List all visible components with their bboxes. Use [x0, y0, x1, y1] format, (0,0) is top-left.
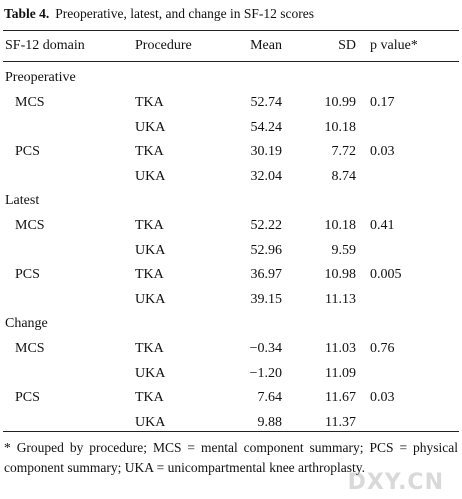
mean-cell: 30.19 — [250, 144, 283, 159]
sd-cell: 7.72 — [331, 144, 357, 159]
sd-cell: 11.03 — [325, 341, 356, 356]
sd-cell: 10.99 — [324, 95, 357, 110]
column-header: Mean — [250, 38, 282, 53]
column-header: SF-12 domain — [5, 38, 85, 53]
sd-cell: 10.98 — [324, 267, 357, 282]
domain-cell: MCS — [15, 95, 45, 110]
procedure-cell: UKA — [135, 168, 166, 184]
mean-cell: 32.04 — [250, 168, 283, 184]
domain-cell: MCS — [15, 218, 45, 233]
procedure-cell: UKA — [135, 242, 166, 258]
domain-cell: PCS — [15, 390, 40, 405]
domain-cell: PCS — [15, 267, 40, 282]
mean-cell: 7.64 — [257, 390, 283, 405]
mean-cell: 9.88 — [257, 414, 283, 430]
procedure-cell: TKA — [135, 267, 164, 282]
procedure-cell: UKA — [135, 365, 166, 381]
column-header: p value* — [370, 38, 418, 53]
sd-cell: 10.18 — [324, 218, 357, 233]
section-label: Preoperative — [5, 70, 76, 85]
sd-cell: 10.18 — [324, 119, 357, 135]
footnote: * Grouped by procedure; MCS = mental com… — [4, 440, 458, 475]
p-value-cell: 0.41 — [370, 218, 395, 233]
mean-cell: 52.74 — [250, 95, 283, 110]
procedure-cell: TKA — [135, 390, 164, 405]
mean-cell: 39.15 — [250, 291, 283, 307]
column-header: SD — [338, 38, 356, 53]
mean-cell: 36.97 — [250, 267, 283, 282]
mean-cell: −0.34 — [249, 341, 282, 356]
procedure-cell: TKA — [135, 144, 164, 159]
mean-cell: 54.24 — [250, 119, 283, 135]
p-value-cell: 0.17 — [370, 95, 395, 110]
column-header: Procedure — [135, 38, 192, 53]
table-title: Table 4. Preoperative, latest, and change… — [4, 6, 314, 22]
p-value-cell: 0.03 — [370, 390, 395, 405]
bottom-rule — [3, 431, 459, 432]
domain-cell: MCS — [15, 341, 45, 356]
mean-cell: 52.22 — [250, 218, 283, 233]
table-number: Table 4. — [4, 6, 50, 21]
sd-cell: 11.37 — [325, 414, 356, 430]
p-value-cell: 0.03 — [370, 144, 395, 159]
sd-cell: 11.09 — [325, 365, 356, 381]
title-text: Preoperative, latest, and change in SF-1… — [55, 6, 314, 21]
p-value-cell: 0.76 — [370, 341, 395, 356]
procedure-cell: TKA — [135, 341, 164, 356]
p-value-cell: 0.005 — [370, 267, 402, 282]
sd-cell: 9.59 — [331, 242, 357, 258]
mean-cell: −1.20 — [249, 365, 282, 381]
procedure-cell: TKA — [135, 218, 164, 233]
procedure-cell: UKA — [135, 291, 166, 307]
mean-cell: 52.96 — [250, 242, 283, 258]
sd-cell: 11.67 — [325, 390, 356, 405]
procedure-cell: TKA — [135, 95, 164, 110]
procedure-cell: UKA — [135, 119, 166, 135]
section-label: Change — [5, 316, 48, 331]
section-label: Latest — [5, 193, 40, 208]
procedure-cell: UKA — [135, 414, 166, 430]
top-rule — [3, 30, 459, 31]
watermark: DXY.CN — [347, 470, 444, 495]
sd-cell: 11.13 — [325, 291, 356, 307]
domain-cell: PCS — [15, 144, 40, 159]
sd-cell: 8.74 — [331, 168, 357, 184]
header-rule — [3, 61, 459, 62]
